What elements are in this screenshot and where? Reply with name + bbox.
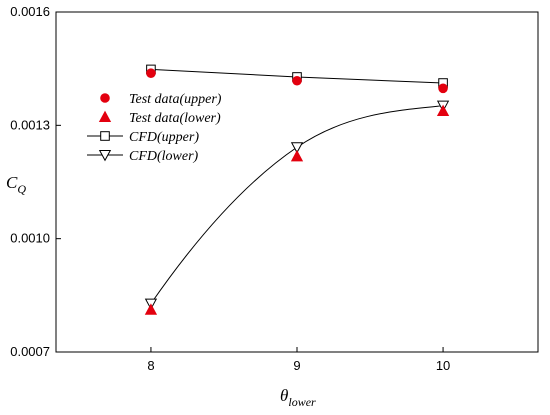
data-point (290, 142, 304, 154)
x-axis-title-main: θ (280, 386, 288, 405)
legend-label: Test data(lower) (129, 111, 221, 126)
x-axis-title-subscript: lower (288, 395, 316, 409)
y-tick-label: 0.0016 (10, 4, 50, 19)
legend-marker (100, 131, 110, 141)
x-axis-title: θlower (280, 386, 316, 409)
legend-marker (100, 93, 110, 103)
data-point (290, 149, 304, 162)
legend-label: Test data(upper) (129, 92, 222, 107)
y-axis-title: CQ (6, 173, 26, 196)
data-point (146, 68, 156, 78)
series-layer (144, 64, 450, 315)
y-axis: 0.0007 0.0010 0.0013 0.0016 (10, 4, 61, 359)
data-point (292, 75, 302, 86)
y-axis-title-main: C (6, 173, 18, 192)
legend: Test data(upper) Test data(lower) CFD(uppe… (87, 92, 222, 164)
data-point (436, 104, 450, 116)
y-tick-label: 0.0007 (10, 344, 50, 359)
y-tick-label: 0.0010 (10, 231, 50, 246)
data-point (438, 83, 448, 94)
x-axis: 8 9 10 (147, 347, 450, 373)
legend-label: CFD(lower) (129, 149, 199, 164)
data-point (144, 303, 158, 315)
legend-marker (98, 110, 112, 123)
legend-label: CFD(upper) (129, 130, 199, 145)
y-tick-label: 0.0013 (10, 117, 50, 132)
legend-marker (98, 149, 112, 162)
y-axis-title-subscript: Q (17, 182, 26, 196)
plot-frame (55, 11, 539, 353)
x-tick-label: 8 (147, 358, 154, 373)
x-tick-label: 9 (293, 358, 300, 373)
x-tick-label: 10 (436, 358, 450, 373)
